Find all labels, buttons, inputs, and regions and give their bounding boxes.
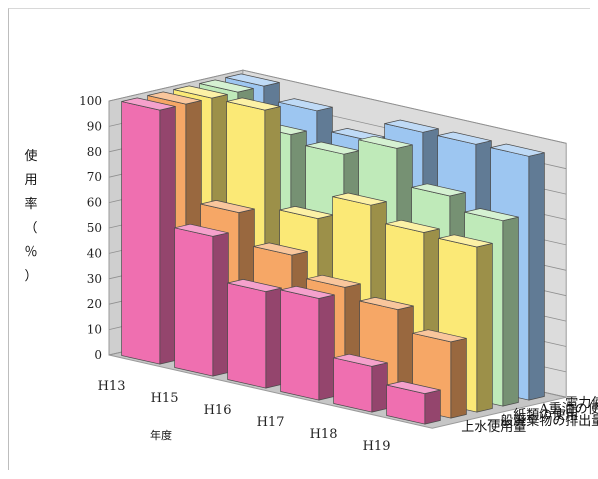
x-tick-label: H18 <box>310 427 338 442</box>
bar-H19-series-2 <box>438 234 493 413</box>
series-labels: 上水使用量一般廃棄物の排出量紙類の使用A重油の使用量電力使用量 <box>461 395 598 435</box>
chart-frame <box>8 8 590 470</box>
y-tick-label: 50 <box>87 221 102 235</box>
x-tick-label: H16 <box>204 403 232 418</box>
bar-H19-series-0 <box>386 381 441 425</box>
y-axis-label-char: ％ <box>24 245 37 260</box>
y-tick-label: 30 <box>87 272 102 286</box>
x-tick-label: H15 <box>151 391 179 406</box>
y-axis-label-char: 用 <box>24 173 37 188</box>
x-tick-label: H17 <box>257 415 285 430</box>
x-axis-label: 年度 <box>150 428 172 442</box>
series-label: 上水使用量 <box>461 419 526 435</box>
y-tick-label: 40 <box>87 246 102 260</box>
bar-H15-series-0 <box>174 223 229 377</box>
y-tick-label: 100 <box>79 94 102 108</box>
x-tick-label: H13 <box>98 379 126 394</box>
series-label: 一般廃棄物の排出量 <box>487 413 598 429</box>
gridline <box>108 69 567 144</box>
y-axis-label-char: 使 <box>24 148 37 164</box>
y-tick-label: 20 <box>87 297 102 311</box>
y-tick-label: 90 <box>87 119 102 133</box>
y-tick-label: 0 <box>94 348 102 362</box>
y-tick-label: 60 <box>87 196 102 210</box>
bars <box>121 73 545 425</box>
x-tick-label: H19 <box>363 439 391 454</box>
series-label: 電力使用量 <box>565 395 598 411</box>
bar-H13-series-0 <box>121 97 176 365</box>
y-axis-label-char: 率 <box>24 196 37 212</box>
y-tick-label: 10 <box>87 323 102 337</box>
series-label: A重油の使用量 <box>538 401 598 417</box>
bar-H18-series-0 <box>333 353 388 413</box>
series-label: 紙類の使用 <box>513 407 578 423</box>
bar-H17-series-0 <box>280 285 335 401</box>
y-axis-label: 使用率 （ ％ ） <box>24 148 37 284</box>
x-axis-ticks: H13 H15 H16 H17 H18 H19 <box>98 379 391 454</box>
bar-H16-series-0 <box>227 279 282 389</box>
y-axis-ticks: 0 10 20 30 40 50 60 70 80 90 100 <box>79 94 102 362</box>
y-axis-label-char: ） <box>24 269 37 284</box>
y-tick-label: 70 <box>87 170 102 184</box>
y-tick-label: 80 <box>87 145 102 159</box>
y-axis-label-char: （ <box>24 221 37 236</box>
